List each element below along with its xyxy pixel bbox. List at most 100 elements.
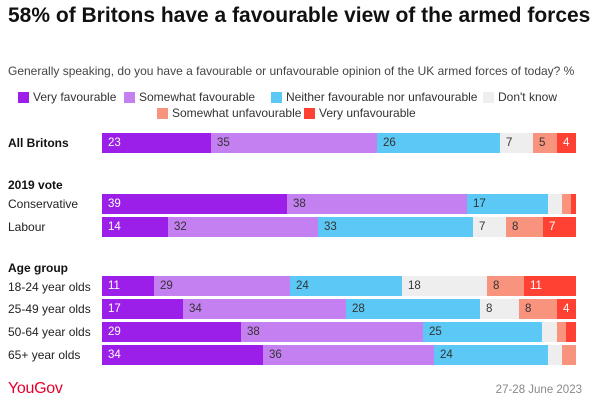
bar-segment bbox=[506, 217, 543, 237]
legend-label: Very unfavourable bbox=[319, 106, 416, 120]
data-label: 7 bbox=[506, 137, 513, 149]
legend-item: Very favourable bbox=[18, 90, 116, 104]
bar-segment bbox=[154, 276, 290, 296]
data-label: 38 bbox=[293, 198, 306, 210]
data-label: 28 bbox=[352, 303, 365, 315]
bar-segment bbox=[346, 299, 480, 319]
data-label: 23 bbox=[108, 137, 121, 149]
row-label-18-24: 18-24 year olds bbox=[8, 280, 91, 294]
legend-label: Somewhat unfavourable bbox=[172, 106, 302, 120]
stacked-bar: 11 29 24 18 8 11 bbox=[102, 276, 576, 296]
legend-item: Somewhat unfavourable bbox=[157, 106, 301, 120]
legend-item: Neither favourable nor unfavourable bbox=[271, 90, 477, 104]
bar-segment bbox=[102, 345, 263, 365]
row-label-all-britons: All Britons bbox=[8, 136, 69, 150]
bar-segment bbox=[211, 133, 377, 153]
data-label: 8 bbox=[493, 280, 500, 292]
legend-swatch bbox=[483, 91, 494, 103]
bar-segment bbox=[377, 133, 500, 153]
row-label-labour: Labour bbox=[8, 220, 46, 234]
data-label: 29 bbox=[160, 280, 173, 292]
data-label: 24 bbox=[440, 349, 453, 361]
data-label: 4 bbox=[563, 303, 570, 315]
bar-segment bbox=[548, 194, 562, 214]
row-label-65-plus: 65+ year olds bbox=[8, 348, 81, 362]
legend-label: Very favourable bbox=[33, 90, 117, 104]
bar-segment bbox=[487, 276, 524, 296]
chart-title: 58% of Britons have a favourable view of… bbox=[8, 4, 591, 27]
data-label: 8 bbox=[512, 221, 519, 233]
stacked-bar: 34 36 24 bbox=[102, 345, 576, 365]
bar-segment bbox=[290, 276, 402, 296]
legend-item: Don't know bbox=[483, 90, 557, 104]
bar-segment bbox=[102, 217, 168, 237]
bar-segment bbox=[519, 299, 557, 319]
bar-segment bbox=[524, 276, 576, 296]
bar-segment bbox=[543, 217, 576, 237]
data-label: 8 bbox=[486, 303, 493, 315]
legend-swatch bbox=[304, 107, 315, 119]
data-label: 34 bbox=[189, 303, 202, 315]
bar-segment bbox=[183, 299, 346, 319]
legend-swatch bbox=[157, 107, 168, 119]
bar-segment bbox=[557, 299, 576, 319]
legend-label: Neither favourable nor unfavourable bbox=[286, 90, 478, 104]
bar-segment bbox=[102, 299, 183, 319]
data-label: 7 bbox=[479, 221, 486, 233]
bar-segment bbox=[423, 322, 542, 342]
data-label: 14 bbox=[108, 221, 121, 233]
legend-swatch bbox=[271, 91, 282, 103]
bar-segment bbox=[102, 322, 241, 342]
bar-segment bbox=[548, 345, 562, 365]
data-label: 18 bbox=[408, 280, 421, 292]
stacked-bar: 29 38 25 bbox=[102, 322, 576, 342]
bar-segment bbox=[562, 345, 576, 365]
legend-label: Don't know bbox=[498, 90, 557, 104]
data-label: 8 bbox=[525, 303, 532, 315]
data-label: 34 bbox=[108, 349, 121, 361]
bar-segment bbox=[102, 276, 154, 296]
data-label: 11 bbox=[108, 280, 120, 292]
legend-item: Very unfavourable bbox=[304, 106, 416, 120]
chart-subtitle: Generally speaking, do you have a favour… bbox=[8, 64, 575, 78]
bar-segment bbox=[557, 322, 566, 342]
data-label: 25 bbox=[429, 326, 442, 338]
row-label-25-49: 25-49 year olds bbox=[8, 302, 91, 316]
bar-segment bbox=[557, 133, 576, 153]
data-label: 33 bbox=[324, 221, 337, 233]
legend-swatch bbox=[124, 91, 135, 103]
bar-segment bbox=[500, 133, 533, 153]
bar-segment bbox=[102, 194, 287, 214]
fieldwork-date: 27-28 June 2023 bbox=[495, 384, 582, 396]
data-label: 29 bbox=[108, 326, 121, 338]
legend-item: Somewhat favourable bbox=[124, 90, 255, 104]
data-label: 32 bbox=[174, 221, 187, 233]
bar-segment bbox=[562, 194, 571, 214]
stacked-bar: 39 38 17 bbox=[102, 194, 576, 214]
data-label: 36 bbox=[269, 349, 282, 361]
bar-segment bbox=[102, 133, 211, 153]
legend: Very favourable Somewhat favourable Neithe… bbox=[18, 90, 588, 124]
data-label: 4 bbox=[563, 137, 570, 149]
legend-label: Somewhat favourable bbox=[139, 90, 256, 104]
data-label: 39 bbox=[108, 198, 121, 210]
data-label: 17 bbox=[473, 198, 486, 210]
bar-segment bbox=[566, 322, 576, 342]
bar-segment bbox=[542, 322, 557, 342]
data-label: 26 bbox=[383, 137, 396, 149]
bar-segment bbox=[287, 194, 467, 214]
data-label: 17 bbox=[108, 303, 121, 315]
stacked-bar: 17 34 28 8 8 4 bbox=[102, 299, 576, 319]
bar-segment bbox=[241, 322, 423, 342]
group-label-2019-vote: 2019 vote bbox=[8, 178, 63, 192]
data-label: 38 bbox=[247, 326, 260, 338]
legend-swatch bbox=[18, 91, 29, 103]
data-label: 24 bbox=[296, 280, 309, 292]
bar-segment bbox=[263, 345, 434, 365]
stacked-bar: 23 35 26 7 5 4 bbox=[102, 133, 576, 153]
data-label: 5 bbox=[539, 137, 546, 149]
bar-segment bbox=[467, 194, 548, 214]
bar-segment bbox=[168, 217, 318, 237]
stacked-bar: 14 32 33 7 8 7 bbox=[102, 217, 576, 237]
row-label-50-64: 50-64 year olds bbox=[8, 325, 91, 339]
